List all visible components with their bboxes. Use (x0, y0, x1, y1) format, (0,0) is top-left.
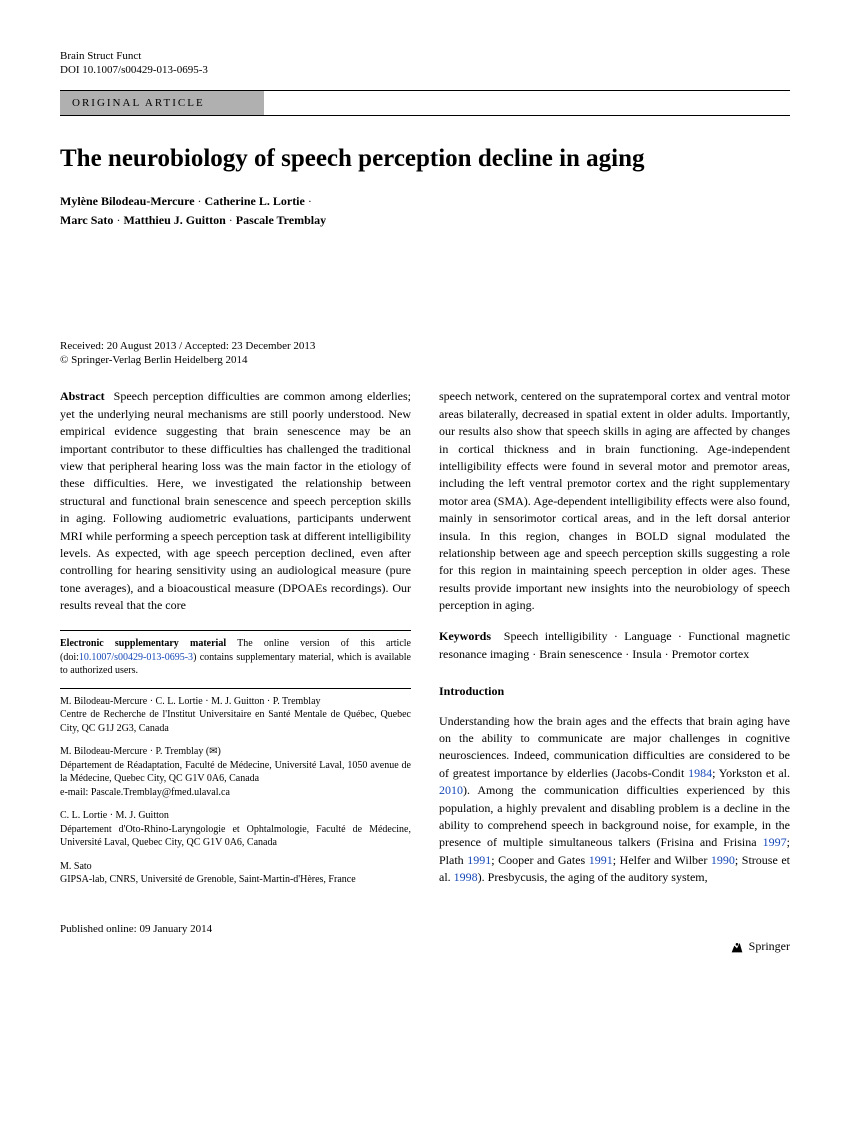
supplementary-material: Electronic supplementary material The on… (60, 637, 411, 678)
intro-text-b: ; Yorkston et al. (712, 766, 790, 780)
abstract-text-right: speech network, centered on the supratem… (439, 388, 790, 614)
author-3: Marc Sato (60, 213, 113, 227)
springer-horse-icon (729, 939, 745, 955)
aff4-text: GIPSA-lab, CNRS, Université de Grenoble,… (60, 873, 411, 887)
author-2: Catherine L. Lortie (205, 194, 305, 208)
footnote-rule-top (60, 630, 411, 631)
aff1-names: M. Bilodeau-Mercure · C. L. Lortie · M. … (60, 695, 411, 709)
keywords-block: Keywords Speech intelligibility · Langua… (439, 628, 790, 663)
abstract-text-left: Speech perception difficulties are commo… (60, 389, 411, 612)
introduction-paragraph: Understanding how the brain ages and the… (439, 713, 790, 887)
aff2-email: e-mail: Pascale.Tremblay@fmed.ulaval.ca (60, 786, 411, 800)
footnotes-block: Electronic supplementary material The on… (60, 630, 411, 887)
aff2-names: M. Bilodeau-Mercure · P. Tremblay (✉) (60, 746, 221, 757)
left-column: Abstract Speech perception difficulties … (60, 388, 411, 897)
keywords-label: Keywords (439, 629, 491, 643)
received-accepted-dates: Received: 20 August 2013 / Accepted: 23 … (60, 340, 790, 352)
cite-1991a[interactable]: 1991 (467, 853, 491, 867)
journal-name: Brain Struct Funct (60, 50, 141, 62)
cite-1990[interactable]: 1990 (711, 853, 735, 867)
author-1: Mylène Bilodeau-Mercure (60, 194, 195, 208)
aff4-names: M. Sato (60, 860, 411, 874)
aff3-names: C. L. Lortie · M. J. Guitton (60, 809, 411, 823)
publisher-name: Springer (749, 939, 790, 954)
intro-text-c: ). Among the communication difficulties … (439, 783, 790, 849)
keywords-text: Speech intelligibility · Language · Func… (439, 629, 790, 660)
supp-doi-link[interactable]: 10.1007/s00429-013-0695-3 (79, 652, 193, 663)
affiliation-2: M. Bilodeau-Mercure · P. Tremblay (✉) Dé… (60, 745, 411, 799)
cite-1997[interactable]: 1997 (763, 835, 787, 849)
intro-text-h: ). Presbycusis, the aging of the auditor… (478, 870, 708, 884)
copyright-line: © Springer-Verlag Berlin Heidelberg 2014 (60, 354, 790, 366)
affiliation-4: M. Sato GIPSA-lab, CNRS, Université de G… (60, 860, 411, 887)
cite-1998[interactable]: 1998 (454, 870, 478, 884)
right-column: speech network, centered on the supratem… (439, 388, 790, 897)
article-title: The neurobiology of speech perception de… (60, 144, 790, 174)
aff2-text: Département de Réadaptation, Faculté de … (60, 759, 411, 786)
affiliation-3: C. L. Lortie · M. J. Guitton Département… (60, 809, 411, 850)
cite-2010[interactable]: 2010 (439, 783, 463, 797)
footnote-rule-mid (60, 688, 411, 689)
title-rule (60, 115, 790, 116)
springer-logo: Springer (729, 939, 790, 955)
author-4: Matthieu J. Guitton (123, 213, 225, 227)
author-list: Mylène Bilodeau-Mercure·Catherine L. Lor… (60, 192, 790, 230)
abstract-block: Abstract Speech perception difficulties … (60, 388, 411, 614)
intro-text-f: ; Helfer and Wilber (613, 853, 711, 867)
published-online: Published online: 09 January 2014 (60, 923, 790, 935)
author-5: Pascale Tremblay (236, 213, 326, 227)
cite-1984[interactable]: 1984 (688, 766, 712, 780)
cite-1991b[interactable]: 1991 (589, 853, 613, 867)
introduction-heading: Introduction (439, 683, 790, 700)
article-type-badge: ORIGINAL ARTICLE (60, 91, 264, 115)
aff1-text: Centre de Recherche de l'Institut Univer… (60, 708, 411, 735)
abstract-label: Abstract (60, 389, 105, 403)
affiliation-1: M. Bilodeau-Mercure · C. L. Lortie · M. … (60, 695, 411, 736)
intro-text-e: ; Cooper and Gates (491, 853, 589, 867)
supp-label: Electronic supplementary material (60, 638, 226, 649)
aff3-text: Département d'Oto-Rhino-Laryngologie et … (60, 823, 411, 850)
doi-text: DOI 10.1007/s00429-013-0695-3 (60, 64, 790, 76)
